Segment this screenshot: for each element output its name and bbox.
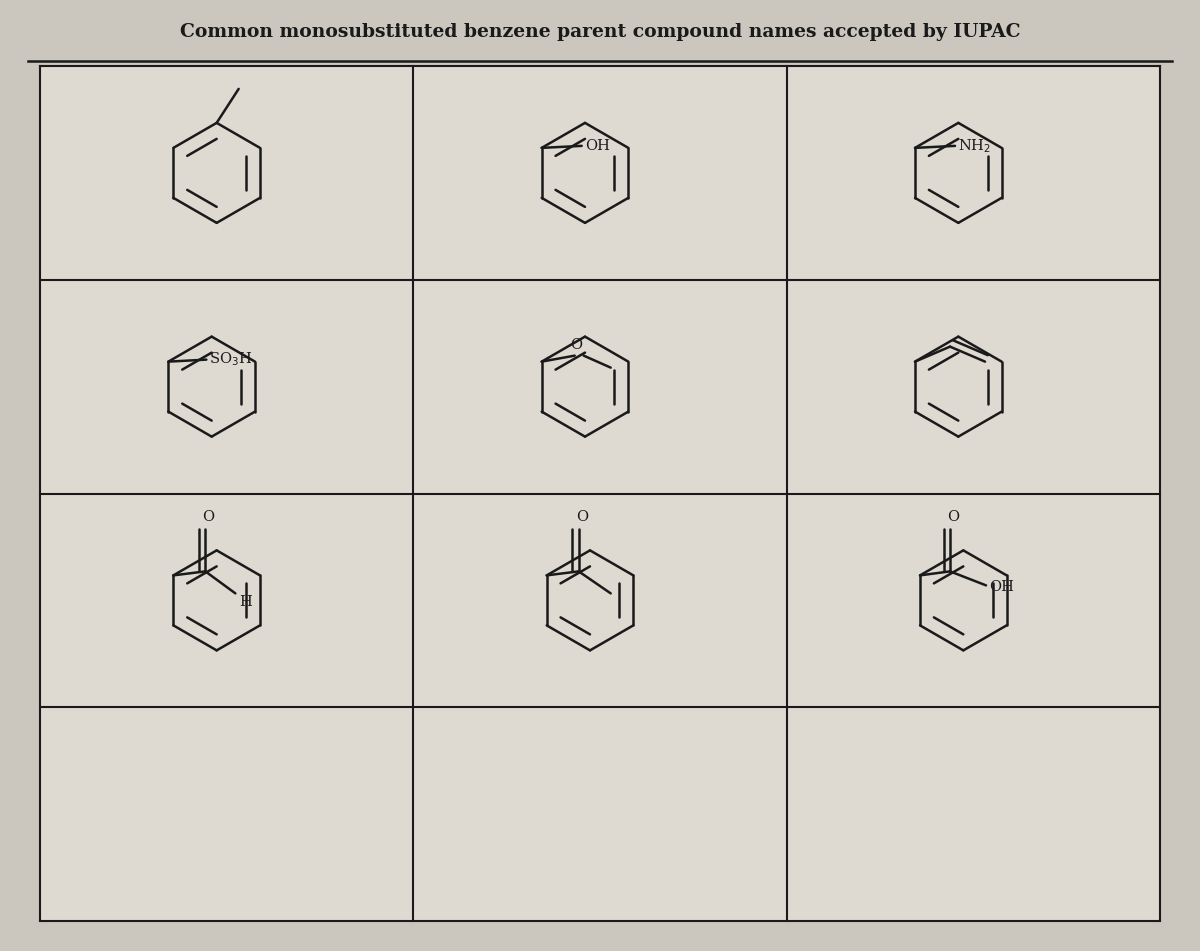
Text: NH$_2$: NH$_2$ (958, 137, 991, 155)
Text: O: O (570, 338, 582, 352)
Text: O: O (947, 511, 959, 524)
Text: SO$_3$H: SO$_3$H (209, 351, 252, 368)
Text: O: O (576, 511, 588, 524)
Bar (40, 66, 1160, 921)
Text: OH: OH (584, 139, 610, 153)
Text: H: H (239, 595, 252, 610)
Text: Common monosubstituted benzene parent compound names accepted by IUPAC: Common monosubstituted benzene parent co… (180, 23, 1020, 41)
Text: OH: OH (989, 580, 1014, 594)
Text: O: O (203, 511, 215, 524)
